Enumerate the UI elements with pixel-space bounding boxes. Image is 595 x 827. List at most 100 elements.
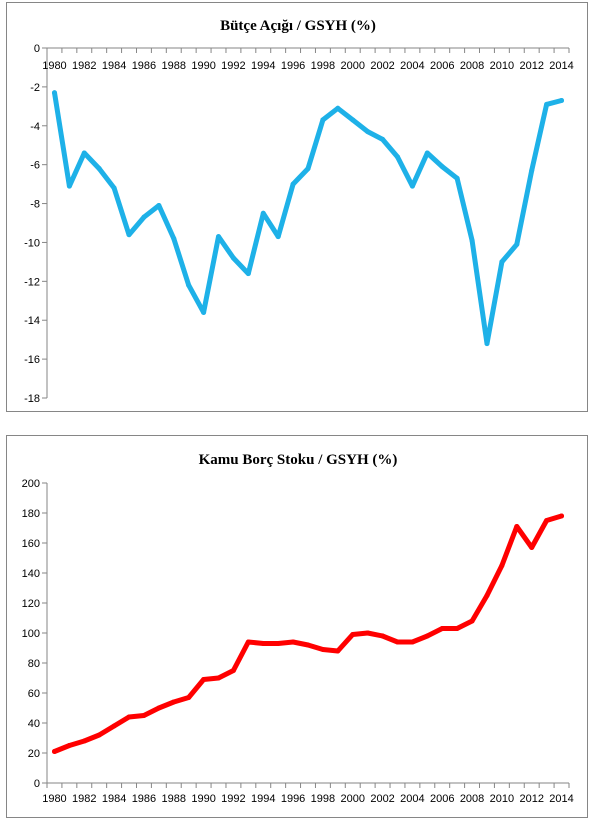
y-tick-label: 20 — [28, 748, 40, 760]
data-point — [141, 214, 147, 220]
x-tick-label: 1996 — [281, 793, 305, 805]
x-tick-label: 2002 — [370, 60, 394, 72]
y-tick-label: -18 — [24, 393, 40, 405]
data-point — [305, 166, 311, 172]
data-point — [365, 129, 371, 135]
data-point — [66, 743, 72, 748]
data-point — [499, 563, 505, 568]
data-point — [230, 668, 236, 673]
data-point — [380, 633, 386, 639]
x-tick-label: 2006 — [430, 60, 454, 72]
y-tick-label: -6 — [30, 160, 40, 172]
x-tick-label: 1994 — [251, 60, 275, 72]
data-point — [350, 632, 356, 637]
data-point — [320, 647, 326, 652]
x-tick-label: 1994 — [251, 793, 275, 805]
y-tick-label: -16 — [24, 354, 40, 366]
x-tick-label: 1982 — [72, 60, 96, 72]
data-point — [514, 524, 520, 529]
data-point — [275, 234, 281, 240]
x-tick-label: 2004 — [400, 60, 424, 72]
data-point — [499, 259, 505, 265]
data-point — [484, 593, 490, 598]
data-point — [51, 749, 57, 754]
data-point — [186, 282, 192, 288]
x-tick-label: 1992 — [221, 60, 245, 72]
x-tick-label: 1998 — [311, 793, 335, 805]
data-point — [469, 238, 475, 243]
x-tick-label: 1986 — [132, 60, 156, 72]
data-point — [290, 639, 296, 645]
data-point — [260, 210, 266, 216]
chart-title: Kamu Borç Stoku / GSYH (%) — [199, 452, 398, 468]
x-tick-label: 2010 — [490, 793, 514, 805]
y-tick-label: 60 — [28, 688, 40, 700]
data-point — [111, 185, 117, 191]
x-tick-label: 1986 — [132, 793, 156, 805]
y-tick-label: -8 — [30, 199, 40, 211]
data-point — [171, 236, 177, 242]
y-tick-label: -12 — [24, 276, 40, 288]
x-tick-label: 1982 — [72, 793, 96, 805]
y-tick-label: 200 — [22, 478, 40, 490]
data-point — [454, 626, 460, 631]
data-point — [454, 175, 460, 181]
x-tick-label: 1998 — [311, 60, 335, 72]
x-tick-label: 2012 — [519, 60, 543, 72]
data-point — [424, 150, 430, 156]
data-point — [365, 630, 371, 636]
data-point — [529, 545, 535, 550]
data-point — [245, 271, 251, 277]
y-tick-label: -2 — [30, 82, 40, 94]
y-tick-label: 160 — [22, 538, 40, 550]
data-point — [439, 626, 445, 631]
public-debt-chart: Kamu Borç Stoku / GSYH (%) 0 20 40 60 80 100 1… — [22, 452, 574, 805]
data-point — [484, 341, 490, 347]
y-tick-label: -4 — [30, 121, 40, 133]
x-tick-label: 1990 — [191, 793, 215, 805]
x-tick-label: 2010 — [490, 60, 514, 72]
data-point — [380, 136, 386, 142]
x-tick-label: 2008 — [460, 60, 484, 72]
data-point — [335, 105, 341, 111]
x-tick-label: 2000 — [341, 60, 365, 72]
data-point — [230, 255, 236, 261]
data-point — [469, 618, 475, 624]
data-point — [81, 150, 87, 156]
data-point — [305, 642, 311, 648]
x-tick-label: 1988 — [162, 60, 186, 72]
x-tick-label: 1980 — [42, 60, 66, 72]
data-point — [216, 234, 222, 240]
data-point — [245, 639, 251, 645]
budget-deficit-chart: Bütçe Açığı / GSYH (%) 0 -2 -4 -6 -8 -10 -12 -1… — [24, 18, 574, 405]
data-point — [171, 699, 177, 705]
data-point — [409, 639, 415, 645]
data-point — [394, 154, 400, 160]
data-point — [424, 633, 430, 639]
x-tick-label: 2014 — [549, 60, 573, 72]
data-point — [126, 232, 132, 238]
x-tick-label: 1996 — [281, 60, 305, 72]
data-point — [141, 713, 147, 718]
data-point — [111, 723, 117, 729]
x-tick-label: 2000 — [341, 793, 365, 805]
x-tick-label: 1990 — [191, 60, 215, 72]
data-point — [559, 98, 565, 103]
data-point — [51, 90, 57, 96]
data-point — [439, 164, 445, 170]
data-point — [96, 166, 102, 172]
data-point — [559, 513, 565, 519]
data-point — [66, 183, 72, 189]
data-point — [186, 695, 192, 700]
x-tick-label: 1984 — [102, 60, 126, 72]
x-tick-label: 1992 — [221, 793, 245, 805]
x-tick-label: 2008 — [460, 793, 484, 805]
y-tick-label: 180 — [22, 508, 40, 520]
data-point — [320, 117, 326, 123]
chart-title: Bütçe Açığı / GSYH (%) — [220, 18, 376, 34]
data-point — [156, 203, 162, 208]
data-point — [216, 675, 222, 681]
budget-deficit-chart-panel: Bütçe Açığı / GSYH (%) 0 -2 -4 -6 -8 -10 -12 -1… — [6, 2, 588, 412]
x-tick-label: 1980 — [42, 793, 66, 805]
data-point — [201, 309, 207, 315]
